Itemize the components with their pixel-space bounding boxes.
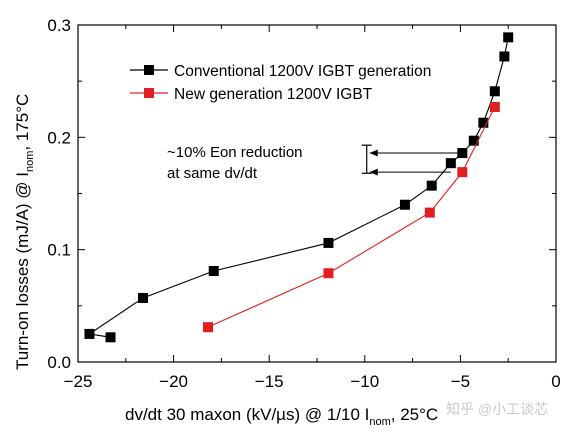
data-point — [457, 148, 468, 159]
annotation-line-2: at same dv/dt — [167, 165, 258, 182]
eon-reduction-annotation: ~10% Eon reduction at same dv/dt — [167, 144, 461, 182]
y-tick-label: 0.3 — [47, 16, 71, 35]
data-point — [399, 199, 410, 210]
data-point — [457, 167, 468, 178]
legend-marker-new — [144, 88, 154, 98]
annotation-line-1: ~10% Eon reduction — [167, 144, 303, 161]
data-point — [445, 158, 456, 169]
data-point — [468, 135, 479, 146]
annotation-arrow-head — [369, 149, 378, 157]
legend-label-new: New generation 1200V IGBT — [174, 86, 373, 103]
x-tick-label: −15 — [255, 372, 284, 391]
x-axis-title: dv/dt 30 maxon (kV/µs) @ 1/10 Inom, 25°C — [125, 405, 438, 428]
x-tick-labels: −25 −20 −15 −10 −5 0 — [64, 372, 561, 391]
x-tick-label: −25 — [64, 372, 93, 391]
legend: Conventional 1200V IGBT generation New g… — [130, 63, 431, 103]
data-point — [203, 322, 214, 333]
annotation-arrow-head — [369, 168, 378, 176]
series-line — [88, 37, 509, 338]
data-point — [138, 292, 149, 303]
data-point — [489, 86, 500, 97]
data-point — [489, 102, 500, 113]
data-point — [499, 51, 510, 62]
series-layer — [84, 32, 514, 343]
data-point — [426, 180, 437, 191]
x-tick-label: −10 — [350, 372, 379, 391]
y-tick-label: 0.0 — [47, 353, 71, 372]
legend-label-conventional: Conventional 1200V IGBT generation — [174, 63, 431, 80]
watermark-text: 知乎 @小工谈芯 — [446, 401, 548, 417]
axis-ticks — [77, 24, 557, 363]
y-tick-label: 0.1 — [47, 241, 71, 260]
data-point — [478, 117, 489, 128]
x-tick-label: 0 — [551, 372, 560, 391]
y-tick-label: 0.2 — [47, 128, 71, 147]
series-line — [207, 106, 496, 328]
data-point — [208, 266, 219, 277]
series-1 — [203, 102, 500, 333]
x-tick-label: −20 — [159, 372, 188, 391]
y-tick-labels: 0.0 0.1 0.2 0.3 — [47, 16, 71, 372]
data-point — [105, 332, 116, 343]
y-axis-title: Turn-on losses (mJ/A) @ Inom, 175°C — [13, 94, 36, 370]
data-point — [424, 207, 435, 218]
data-point — [84, 328, 95, 339]
series-0 — [84, 32, 514, 343]
x-tick-label: −5 — [451, 372, 470, 391]
data-point — [323, 268, 334, 279]
data-point — [503, 32, 514, 43]
legend-marker-conventional — [144, 65, 154, 75]
data-point — [323, 237, 334, 248]
